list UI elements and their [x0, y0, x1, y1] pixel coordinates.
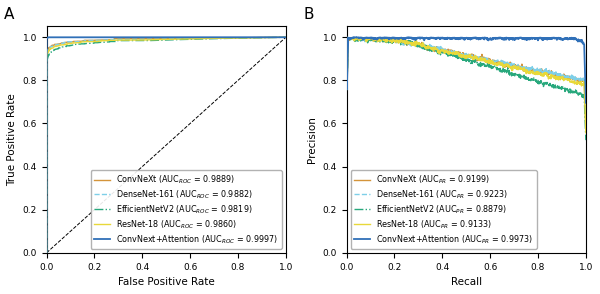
Legend: ConvNeXt (AUC$_{ROC}$ = 0.9889), DenseNet-161 (AUC$_{ROC}$ = 0.9882), EfficientN: ConvNeXt (AUC$_{ROC}$ = 0.9889), DenseNe…: [91, 170, 282, 249]
Legend: ConvNeXt (AUC$_{PR}$ = 0.9199), DenseNet-161 (AUC$_{PR}$ = 0.9223), EfficientNet: ConvNeXt (AUC$_{PR}$ = 0.9199), DenseNet…: [350, 170, 537, 249]
Y-axis label: Precision: Precision: [307, 116, 317, 163]
Y-axis label: True Positive Rate: True Positive Rate: [7, 93, 17, 186]
Text: A: A: [4, 7, 14, 22]
X-axis label: False Positive Rate: False Positive Rate: [118, 277, 215, 287]
Text: B: B: [304, 7, 314, 22]
X-axis label: Recall: Recall: [451, 277, 482, 287]
